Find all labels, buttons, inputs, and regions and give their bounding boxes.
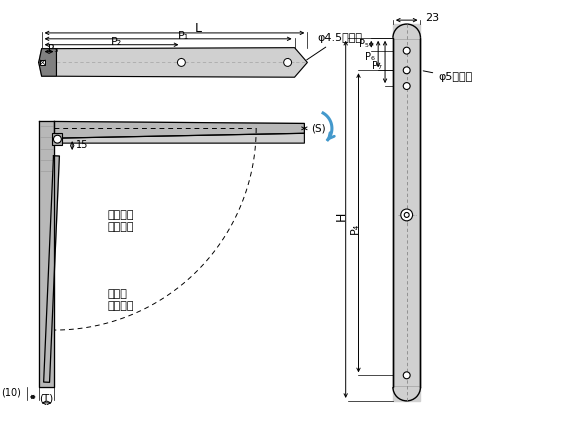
Text: ロック時: ロック時: [107, 210, 134, 220]
Polygon shape: [393, 24, 420, 38]
Text: (S): (S): [311, 123, 326, 133]
Polygon shape: [39, 122, 54, 387]
Circle shape: [403, 372, 410, 379]
Circle shape: [401, 209, 413, 221]
Text: P₄: P₄: [349, 223, 360, 234]
Text: P₁: P₁: [178, 31, 189, 41]
Text: P₇: P₇: [372, 61, 382, 71]
Text: P₂: P₂: [111, 37, 122, 47]
Polygon shape: [54, 122, 304, 138]
Text: 解除時: 解除時: [107, 289, 127, 299]
Bar: [53, 133, 62, 145]
Polygon shape: [57, 48, 307, 77]
Polygon shape: [43, 156, 59, 382]
Circle shape: [404, 212, 409, 217]
Text: P₅: P₅: [359, 39, 368, 49]
Text: (T): (T): [39, 394, 54, 404]
Bar: [40, 60, 45, 65]
Circle shape: [178, 59, 186, 66]
Circle shape: [403, 47, 410, 54]
Polygon shape: [39, 49, 57, 76]
Text: H: H: [334, 212, 347, 222]
Text: P₆: P₆: [365, 51, 375, 62]
Text: L: L: [195, 22, 202, 35]
Polygon shape: [393, 387, 420, 401]
Circle shape: [403, 67, 410, 74]
Text: P₃: P₃: [49, 43, 59, 54]
Polygon shape: [54, 133, 304, 143]
Text: 23: 23: [425, 13, 440, 23]
Text: 表示：赤: 表示：赤: [107, 222, 134, 232]
Text: 15: 15: [76, 140, 89, 150]
Polygon shape: [393, 38, 420, 387]
Text: φ5穴、皿: φ5穴、皿: [423, 71, 472, 82]
Circle shape: [284, 59, 292, 66]
Text: 表示：青: 表示：青: [107, 300, 134, 311]
Circle shape: [403, 83, 410, 89]
Circle shape: [54, 135, 61, 143]
Text: (10): (10): [1, 387, 21, 397]
Text: φ4.5穴、皿: φ4.5穴、皿: [307, 33, 362, 60]
